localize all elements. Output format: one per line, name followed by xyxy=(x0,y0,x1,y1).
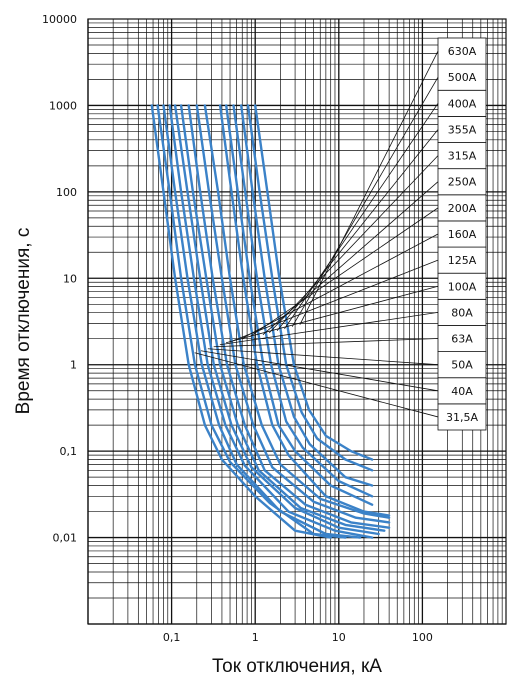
series-leader-line xyxy=(276,129,439,331)
x-axis-title: Ток отключения, кА xyxy=(212,656,382,677)
series-curve xyxy=(232,104,374,498)
series-label-box xyxy=(437,403,487,431)
y-tick-label: 10000 xyxy=(42,13,77,26)
series-leader-line xyxy=(207,348,439,366)
series-curve xyxy=(254,104,374,461)
x-tick-label: 1 xyxy=(252,631,259,644)
x-tick-label: 0,1 xyxy=(163,631,181,644)
series-curve xyxy=(203,104,391,519)
series-leader-line xyxy=(241,233,439,340)
series-curve xyxy=(162,104,362,539)
series-label-box xyxy=(437,116,487,143)
series-curve xyxy=(179,104,386,532)
series-label-box xyxy=(437,325,487,353)
series-leader-line xyxy=(200,350,439,392)
series-label-box xyxy=(437,220,487,248)
series-curve xyxy=(173,104,380,536)
tick-labels: 0,1 1 10 100 10000 1000 100 10 1 0,1 0,01 xyxy=(42,13,433,644)
series-curve xyxy=(246,104,374,472)
y-tick-label: 1000 xyxy=(49,99,77,112)
series-label: 40А xyxy=(451,385,473,398)
series-label-box xyxy=(437,37,487,65)
series-curve xyxy=(240,104,374,487)
series-label-box xyxy=(437,168,487,196)
series-label: 31,5А xyxy=(446,411,478,424)
x-tick-label: 10 xyxy=(332,631,346,644)
plot-border xyxy=(87,18,507,625)
series-label: 80А xyxy=(451,306,473,319)
series-leader-line xyxy=(284,103,439,329)
series-leader-line xyxy=(299,50,439,325)
grid xyxy=(87,19,506,625)
series-curve xyxy=(225,104,374,506)
series-leader-line xyxy=(269,155,439,333)
series-label: 160А xyxy=(448,228,477,241)
series-curve xyxy=(156,104,347,539)
series-label-box xyxy=(437,351,487,379)
series-label: 100А xyxy=(448,280,477,293)
series-curve xyxy=(168,104,374,539)
series-leader-line xyxy=(232,259,439,342)
series-label: 125А xyxy=(448,254,477,267)
series-curves xyxy=(150,104,391,539)
series-label: 400А xyxy=(448,97,477,110)
series-leader-line xyxy=(291,76,439,327)
series-curve xyxy=(218,104,391,517)
series-leader-line xyxy=(225,285,439,344)
series-leader-line xyxy=(194,352,439,418)
series-curve xyxy=(150,104,332,539)
x-tick-label: 100 xyxy=(412,631,433,644)
series-label: 250А xyxy=(448,176,477,189)
series-label: 200А xyxy=(448,202,477,215)
series-label: 500А xyxy=(448,71,477,84)
y-tick-label: 0,1 xyxy=(60,445,78,458)
series-label: 63А xyxy=(451,333,473,346)
y-tick-label: 10 xyxy=(63,272,77,285)
series-leader-line xyxy=(219,312,439,346)
series-label: 315А xyxy=(448,150,477,163)
series-leader-line xyxy=(249,207,439,338)
series-curve xyxy=(187,104,391,529)
series-label-box xyxy=(437,194,487,222)
series-label: 630А xyxy=(448,45,477,58)
series-leader-line xyxy=(213,338,439,348)
series-label-box xyxy=(437,89,487,117)
y-tick-label: 1 xyxy=(70,359,77,372)
series-label: 355А xyxy=(448,123,477,136)
series-curve xyxy=(195,104,391,524)
series-label-box xyxy=(437,272,487,300)
series-label-box xyxy=(437,63,487,91)
series-label: 50А xyxy=(451,359,473,372)
y-axis-title: Время отключения, с xyxy=(13,228,34,415)
series-labels: 31,5А 40А 50А 63А 80А 100А 125А 160А 200А 250А 315… xyxy=(194,37,487,431)
y-tick-label: 100 xyxy=(56,186,77,199)
y-tick-label: 0,01 xyxy=(53,532,78,545)
